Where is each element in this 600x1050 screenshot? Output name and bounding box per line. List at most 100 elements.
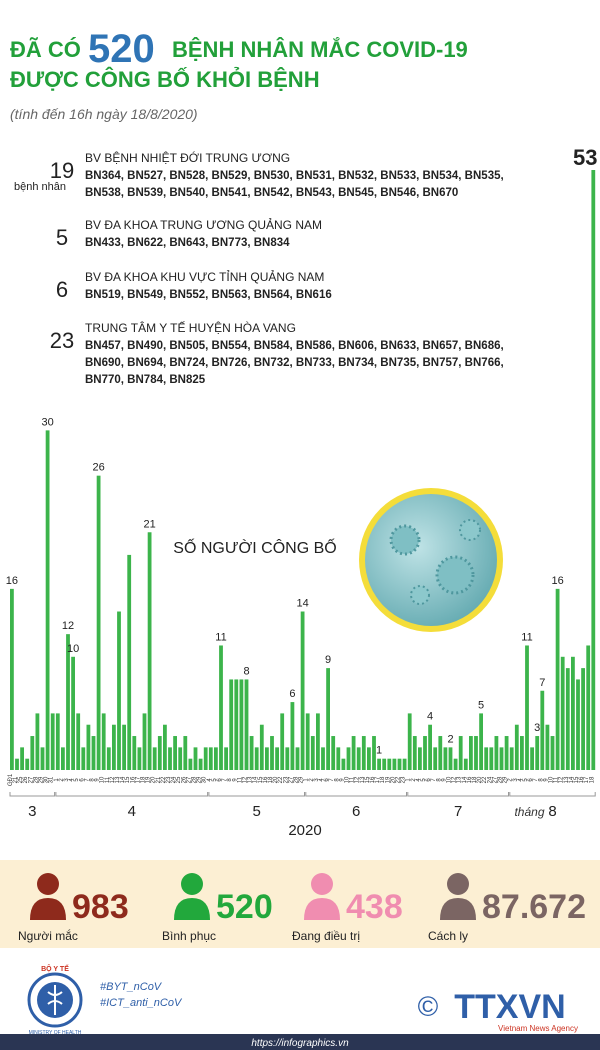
month-label: 6 [352,803,360,820]
x-tick-label: 6 [324,778,330,782]
x-tick-label: 21 [156,776,162,783]
x-tick-label: 25 [18,776,24,783]
x-tick-label: 23 [166,776,172,783]
bar [443,747,448,770]
month-label: 5 [253,803,261,820]
ministry-en: MINISTRY OF HEALTH [29,1030,82,1036]
bar [270,736,274,770]
group-name: BV BỆNH NHIỆT ĐỚI TRUNG ƯƠNG [85,150,290,165]
hashtag: #ICT_anti_nCoV [100,997,183,1009]
bar [550,736,555,770]
x-tick-label: 15 [365,776,371,783]
bar [76,713,81,770]
value-label: 9 [325,654,331,666]
bar [178,747,183,770]
x-tick-label: 9 [95,778,101,782]
agency: TTXVN [454,988,565,1026]
x-tick-label: 18 [268,776,274,783]
x-tick-label: 15 [125,776,131,783]
bar [55,713,60,770]
person-icon [440,898,476,920]
x-tick-label: 11 [350,776,356,783]
x-tick-label: 28 [498,776,504,783]
x-tick-label: 30 [44,776,50,783]
x-tick-label: 4 [416,778,422,782]
x-tick-label: 23 [401,776,407,783]
bar [540,690,545,770]
x-tick-label: 22 [396,776,402,783]
bar [321,747,325,770]
x-tick-label: 7 [329,778,335,782]
title: ĐÃ CÓ 520 BỆNH NHÂN MẮC COVID-19 ĐƯỢC CÔ… [10,27,468,92]
group-unit: bệnh nhân [14,181,66,193]
agency-en: Vietnam News Agency [498,1024,578,1033]
bar [326,668,330,770]
hashtag: #BYT_nCoV [100,981,163,993]
bar [407,713,412,770]
bar [581,668,585,770]
bar [265,747,269,770]
x-tick-label: 1 [304,778,310,782]
bar [591,170,596,770]
x-tick-label: 12 [243,776,249,783]
x-tick-label: 9 [339,778,345,782]
bar [193,747,198,770]
bar [30,736,35,770]
x-tick-label: 6 [528,778,534,782]
value-label: 7 [539,677,545,689]
person-icon [304,898,340,920]
bar [469,736,473,770]
x-tick-label: 6 [217,778,223,782]
bar [509,747,514,770]
bar [418,747,422,770]
bar [535,736,540,770]
bar [361,736,366,770]
bar [86,724,91,770]
bar [244,679,249,770]
bar [397,758,402,770]
x-tick-label: 31 [49,776,55,783]
bar [387,758,392,770]
x-tick-label: 27 [492,776,498,783]
bar [10,588,14,770]
bar [484,747,489,770]
bar [219,645,223,770]
bar [259,724,264,770]
x-tick-label: 12 [355,776,361,783]
x-tick-label: 21 [13,776,19,783]
x-tick-label: 16 [579,776,585,783]
bar [392,758,397,770]
x-tick-label: 10 [100,776,106,783]
x-tick-label: 11 [237,776,243,783]
bar [438,736,443,770]
x-tick-label: 20 [477,776,483,783]
month-bracket [55,792,209,797]
bar [525,645,529,770]
group-count: 19 [50,158,74,183]
x-tick-label: 20 [273,776,279,783]
bar [305,713,310,770]
bar [117,611,121,770]
x-tick-label: 19 [146,776,152,783]
bar [147,532,152,770]
x-tick-label: 20 [151,776,157,783]
value-label: 1 [376,745,382,757]
x-tick-label: 1 [54,778,60,782]
bar [163,724,167,770]
x-tick-label: 9 [543,778,549,782]
value-label: 3 [534,722,540,734]
x-tick-label: 16 [130,776,136,783]
bar [229,679,234,770]
x-tick-label: 11 [105,776,111,783]
bar [351,736,356,770]
x-tick-label: 12 [559,776,565,783]
x-tick-label: 15 [258,776,264,783]
stat-value: 438 [346,888,403,926]
group-count: 6 [56,277,68,302]
x-tick-label: 5 [74,778,80,782]
x-tick-label: 16 [370,776,376,783]
bar [412,736,417,770]
bar [428,724,432,770]
bar [290,702,295,770]
